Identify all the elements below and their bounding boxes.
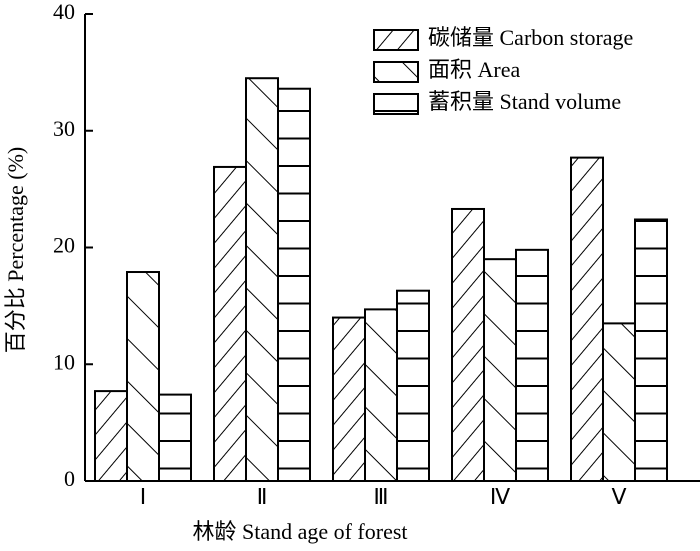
legend-swatch (373, 93, 419, 115)
bar (451, 207, 485, 482)
y-tick-label: 30 (53, 116, 75, 141)
x-tick-label: Ⅳ (490, 484, 511, 509)
legend-label: 面积 Area (428, 57, 520, 82)
x-tick-label: Ⅰ (140, 484, 147, 509)
bar (396, 289, 430, 483)
bar (515, 248, 549, 482)
y-tick-label: 20 (53, 233, 75, 258)
bar (94, 390, 128, 483)
y-tick-label: 10 (53, 349, 75, 374)
x-tick-label: Ⅴ (611, 484, 626, 509)
bar (602, 322, 636, 483)
y-axis-label: 百分比 Percentage (%) (3, 147, 28, 353)
y-tick-label: 0 (64, 466, 75, 491)
bar (213, 165, 247, 482)
x-tick-label: Ⅲ (373, 484, 388, 509)
bar (245, 77, 279, 483)
bar (158, 393, 192, 483)
legend-swatch (373, 29, 419, 51)
bar (277, 87, 311, 482)
bar (634, 218, 668, 482)
x-tick-label: Ⅱ (257, 484, 268, 509)
legend-label: 碳储量 Carbon storage (428, 25, 633, 50)
bar (332, 316, 366, 482)
x-axis-label: 林龄 Stand age of forest (192, 519, 407, 544)
y-tick-label: 40 (53, 0, 75, 24)
bar (483, 258, 517, 482)
bar (364, 308, 398, 482)
legend-swatch (373, 61, 419, 83)
bar (126, 271, 160, 482)
legend-label: 蓄积量 Stand volume (428, 89, 621, 114)
bar (570, 156, 604, 482)
